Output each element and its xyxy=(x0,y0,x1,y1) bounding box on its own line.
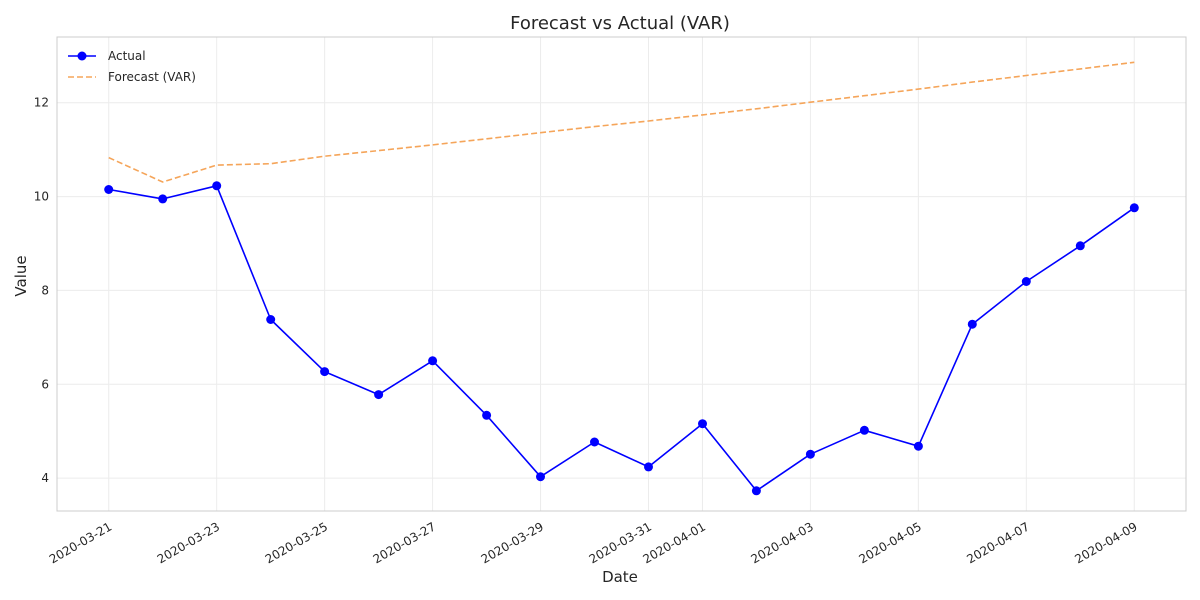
data-point-actual xyxy=(644,462,653,472)
data-point-actual xyxy=(751,486,761,496)
legend: Actual Forecast (VAR) xyxy=(68,49,196,84)
legend-marker-actual xyxy=(77,51,87,61)
plot-frame xyxy=(56,36,1187,512)
data-point-actual xyxy=(590,437,599,447)
data-point-actual xyxy=(104,185,114,194)
data-point-actual xyxy=(212,181,222,191)
legend-label-forecast: Forecast (VAR) xyxy=(108,70,196,84)
y-tick-label: 12 xyxy=(34,96,49,110)
series-line-actual xyxy=(108,185,1135,492)
legend-item-actual[interactable]: Actual xyxy=(68,49,146,63)
data-point-actual xyxy=(266,315,276,324)
series-line-forecast xyxy=(108,61,1135,183)
legend-item-forecast[interactable]: Forecast (VAR) xyxy=(68,70,196,84)
data-point-actual xyxy=(1129,203,1139,213)
y-tick-label: 10 xyxy=(34,190,49,204)
chart-title: Forecast vs Actual (VAR) xyxy=(510,13,730,34)
data-point-actual xyxy=(482,410,492,420)
grid xyxy=(57,37,1186,511)
data-point-actual xyxy=(1021,277,1031,286)
y-tick-label: 8 xyxy=(41,283,49,297)
data-point-actual xyxy=(859,425,869,435)
data-point-actual xyxy=(805,449,815,459)
data-point-actual xyxy=(967,319,977,329)
data-point-actual xyxy=(536,472,545,482)
x-axis-title: Date xyxy=(602,568,638,586)
y-axis-title: Value xyxy=(12,255,30,296)
y-tick-label: 6 xyxy=(41,377,49,391)
data-point-actual xyxy=(374,390,384,400)
data-point-actual xyxy=(158,194,168,204)
data-point-actual xyxy=(913,441,923,451)
data-point-actual xyxy=(320,367,330,377)
data-point-actual xyxy=(698,419,707,429)
y-tick-label: 4 xyxy=(41,471,49,485)
data-point-actual xyxy=(1075,241,1085,251)
legend-label-actual: Actual xyxy=(108,49,146,63)
data-point-actual xyxy=(428,356,438,366)
series-layer xyxy=(104,61,1139,496)
